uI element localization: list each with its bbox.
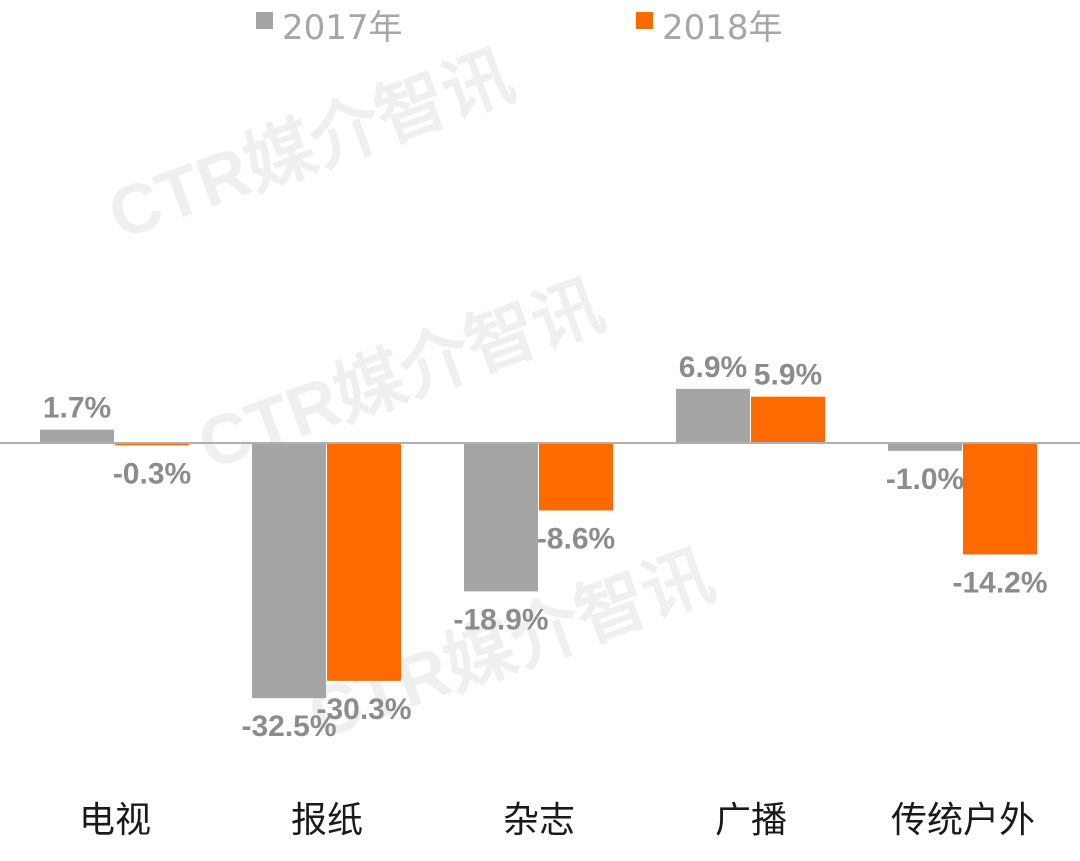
bars-layer xyxy=(40,388,1037,699)
data-label-0-2: -18.9% xyxy=(453,603,548,636)
bar-0-2 xyxy=(464,443,538,592)
category-label-1: 报纸 xyxy=(291,800,363,841)
category-labels-layer: 电视 报纸 杂志 广播 传统户外 xyxy=(79,800,1035,841)
watermark-text: CTR媒介智讯 xyxy=(98,36,523,254)
legend-swatch-1 xyxy=(636,12,653,29)
bar-1-0 xyxy=(115,443,189,446)
bar-1-1 xyxy=(327,443,401,681)
bar-0-0 xyxy=(40,429,114,443)
category-label-0: 电视 xyxy=(79,800,151,841)
data-label-1-0: -0.3% xyxy=(113,457,191,490)
legend-swatch-0 xyxy=(256,12,273,29)
bar-0-1 xyxy=(252,443,326,699)
data-label-0-0: 1.7% xyxy=(43,392,111,425)
data-label-1-1: -30.3% xyxy=(316,693,411,726)
bar-1-2 xyxy=(539,443,613,511)
bar-0-4 xyxy=(888,443,962,451)
data-label-1-2: -8.6% xyxy=(537,523,615,556)
legend: 2017年 2018年 xyxy=(256,8,783,48)
data-label-0-4: -1.0% xyxy=(886,463,964,496)
data-label-1-4: -14.2% xyxy=(952,566,1047,599)
bar-1-3 xyxy=(751,396,825,443)
data-labels-layer: 1.7%-0.3% -32.5%-30.3% -18.9% -8.6% 6.9% 5.9%… xyxy=(43,351,1048,743)
data-label-0-3: 6.9% xyxy=(679,351,747,384)
category-label-4: 传统户外 xyxy=(891,800,1035,841)
bar-0-3 xyxy=(676,388,750,443)
legend-label-0: 2017年 xyxy=(282,8,403,48)
category-label-2: 杂志 xyxy=(503,800,575,841)
data-label-1-3: 5.9% xyxy=(754,359,822,392)
legend-label-1: 2018年 xyxy=(662,8,783,48)
bar-1-4 xyxy=(963,443,1037,555)
data-label-0-1: -32.5% xyxy=(241,710,336,743)
category-label-3: 广播 xyxy=(715,800,787,841)
